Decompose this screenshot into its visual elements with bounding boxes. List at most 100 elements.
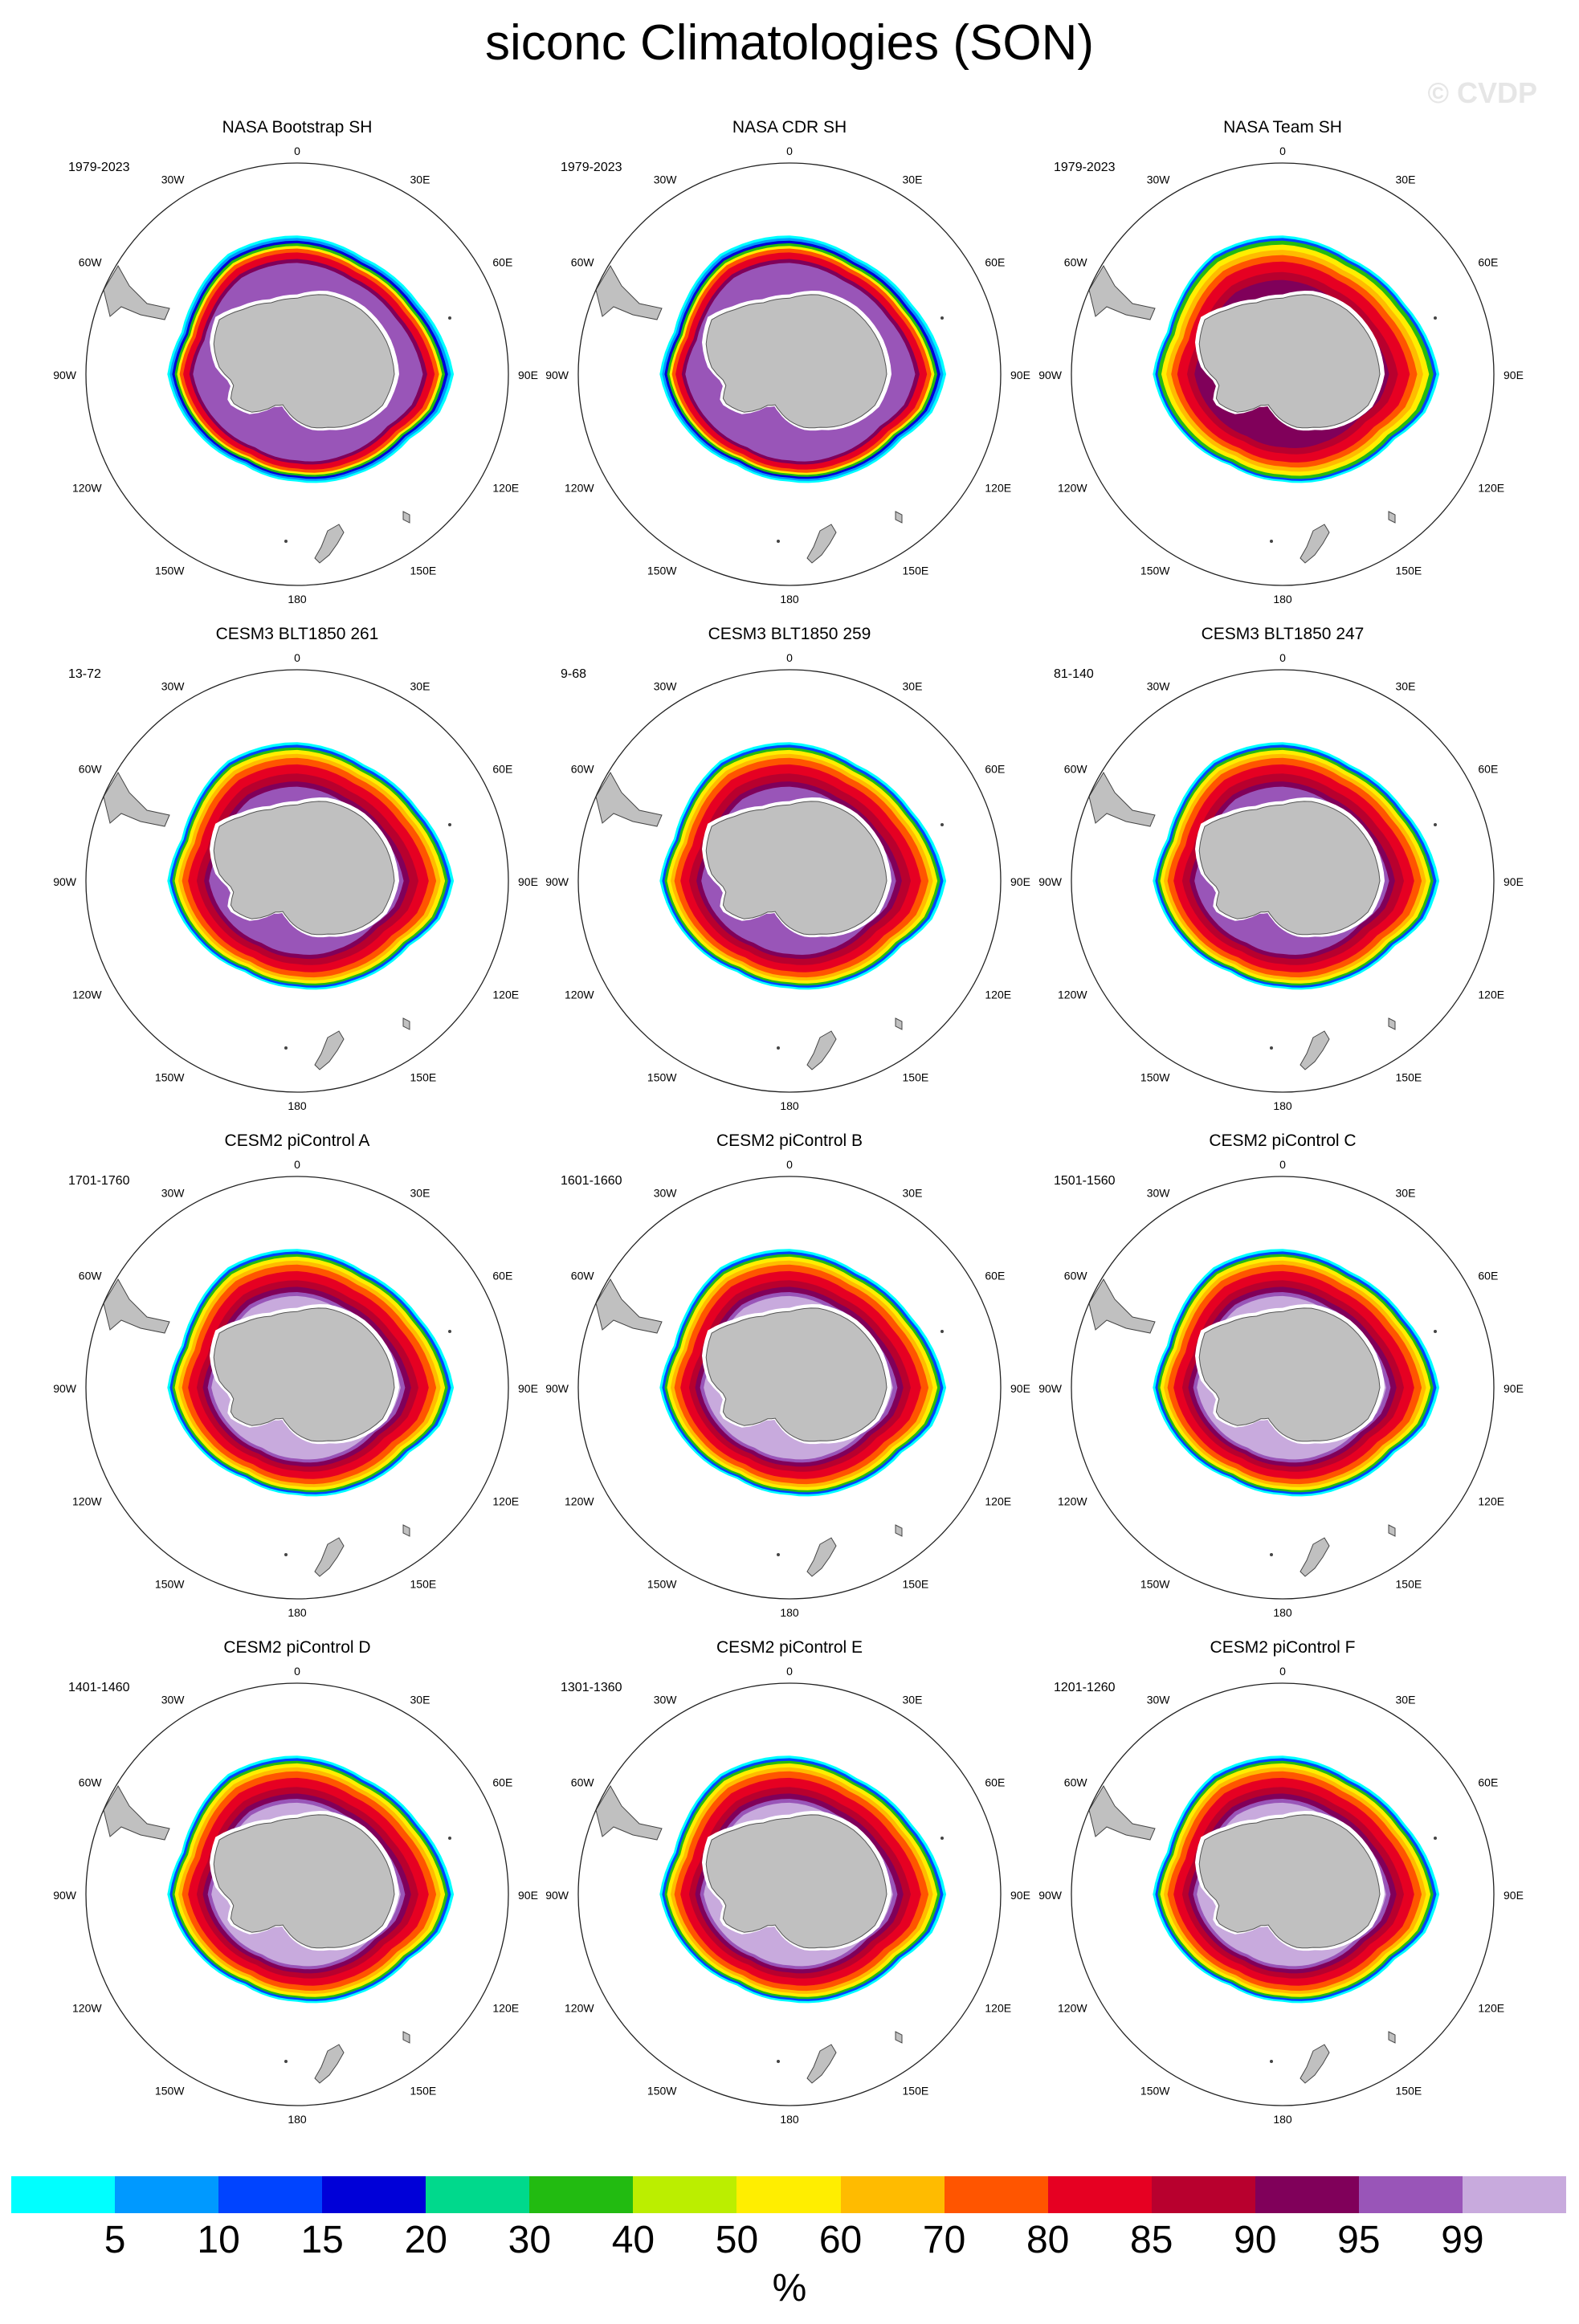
colorbar-swatch <box>115 2176 219 2213</box>
longitude-label: 150E <box>903 2084 929 2097</box>
map-panel: CESM2 piControl F 1201-1260 0 30E 60E 90E 120E… <box>1038 1638 1524 2126</box>
colorbar-swatch <box>1462 2176 1566 2213</box>
south-america-land <box>103 1785 170 1841</box>
longitude-label: 120W <box>565 482 594 495</box>
map-boundary <box>85 1176 509 1600</box>
longitude-label: 60E <box>1478 1270 1498 1282</box>
longitude-label: 120E <box>1478 482 1504 495</box>
longitude-label: 120W <box>1058 1495 1087 1508</box>
longitude-label: 30W <box>161 1694 186 1706</box>
longitude-label: 150W <box>155 1070 185 1083</box>
map-boundary <box>1071 669 1495 1093</box>
longitude-label: 150E <box>410 1577 437 1590</box>
longitude-label: 150W <box>647 564 677 577</box>
south-america-land <box>103 772 170 827</box>
panel-title: CESM2 piControl D <box>223 1638 370 1657</box>
colorbar-swatch <box>1255 2176 1359 2213</box>
longitude-label: 60W <box>79 763 103 776</box>
longitude-label: 60W <box>79 1776 103 1789</box>
longitude-label: 30W <box>161 173 186 186</box>
longitude-label: 90W <box>1038 1889 1063 1902</box>
map-panel: CESM2 piControl A 1701-1760 0 30E 60E 90E 120E… <box>53 1131 538 1619</box>
longitude-label: 180 <box>288 593 307 605</box>
longitude-label: 120E <box>1478 989 1504 1001</box>
longitude-label: 90W <box>545 875 569 888</box>
longitude-label: 0 <box>294 1158 300 1171</box>
longitude-label: 30E <box>1396 173 1416 186</box>
longitude-label: 150E <box>1396 1577 1422 1590</box>
longitude-label: 120E <box>985 1495 1011 1508</box>
longitude-label: 120E <box>492 989 519 1001</box>
longitude-label: 120W <box>1058 989 1087 1001</box>
longitude-label: 30E <box>410 1694 430 1706</box>
map-panel: CESM2 piControl C 1501-1560 0 30E 60E 90E 120E… <box>1038 1131 1524 1619</box>
longitude-label: 0 <box>1279 145 1286 157</box>
island-land <box>402 511 410 524</box>
antarctica-land <box>1198 1307 1381 1442</box>
colorbar-tick-label: 80 <box>1026 2219 1070 2261</box>
map-panel: NASA Team SH 1979-2023 0 30E 60E 90E 120E 150E 1… <box>1038 118 1524 605</box>
colorbar-swatch <box>529 2176 634 2213</box>
longitude-label: 30W <box>1147 173 1171 186</box>
longitude-label: 30E <box>1396 680 1416 693</box>
map-boundary <box>1071 1176 1495 1600</box>
panel-title: CESM3 BLT1850 261 <box>216 625 379 643</box>
new-zealand-land <box>314 524 345 564</box>
colorbar-swatch <box>633 2176 737 2213</box>
longitude-label: 120E <box>492 1495 519 1508</box>
island-land <box>777 1046 780 1050</box>
colorbar-swatch <box>944 2176 1048 2213</box>
longitude-label: 30E <box>410 1187 430 1200</box>
colorbar-tick-label: 40 <box>611 2219 655 2261</box>
longitude-label: 120E <box>1478 2002 1504 2015</box>
south-america-land <box>595 772 663 827</box>
panel-title: CESM2 piControl B <box>716 1131 863 1150</box>
longitude-label: 0 <box>1279 1665 1286 1678</box>
longitude-label: 180 <box>780 1099 799 1112</box>
new-zealand-land <box>1300 524 1330 564</box>
longitude-label: 180 <box>288 1606 307 1619</box>
island-land <box>1270 1553 1273 1556</box>
panel-title: NASA Team SH <box>1223 118 1342 137</box>
colorbar-swatch <box>1151 2176 1255 2213</box>
new-zealand-land <box>314 1030 345 1070</box>
longitude-label: 90W <box>545 369 569 381</box>
longitude-label: 30W <box>161 680 186 693</box>
map-panel: CESM3 BLT1850 261 13-72 0 30E 60E 90E 120E 150E… <box>53 625 538 1112</box>
longitude-label: 0 <box>294 1665 300 1678</box>
longitude-label: 30E <box>903 173 923 186</box>
colorbar-swatch <box>840 2176 945 2213</box>
longitude-label: 30W <box>161 1187 186 1200</box>
antarctica-land <box>705 1814 887 1949</box>
colorbar-units: % <box>772 2267 807 2310</box>
longitude-label: 0 <box>786 1158 793 1171</box>
island-land <box>777 540 780 543</box>
antarctica-land <box>705 294 887 429</box>
longitude-label: 120W <box>1058 482 1087 495</box>
panel-period: 1979-2023 <box>561 161 622 174</box>
longitude-label: 90E <box>1504 1382 1524 1395</box>
longitude-label: 60E <box>492 1776 512 1789</box>
island-land <box>895 1017 903 1030</box>
longitude-label: 60W <box>1064 1776 1088 1789</box>
colorbar-tick-label: 10 <box>197 2219 240 2261</box>
longitude-label: 150W <box>1140 1070 1170 1083</box>
map-boundary <box>577 1176 1002 1600</box>
panel-title: NASA Bootstrap SH <box>222 118 373 137</box>
longitude-label: 150E <box>410 1070 437 1083</box>
longitude-label: 60W <box>571 1270 595 1282</box>
longitude-label: 180 <box>288 1099 307 1112</box>
longitude-label: 120W <box>72 989 102 1001</box>
longitude-label: 150E <box>903 1070 929 1083</box>
longitude-label: 60W <box>1064 256 1088 269</box>
south-america-land <box>103 265 170 320</box>
longitude-label: 60W <box>79 1270 103 1282</box>
new-zealand-land <box>314 1537 345 1577</box>
colorbar-swatch <box>426 2176 530 2213</box>
longitude-label: 180 <box>1273 593 1292 605</box>
longitude-label: 90W <box>545 1889 569 1902</box>
longitude-label: 150W <box>155 2084 185 2097</box>
longitude-label: 120W <box>565 989 594 1001</box>
longitude-label: 60W <box>1064 763 1088 776</box>
island-land <box>1270 540 1273 543</box>
